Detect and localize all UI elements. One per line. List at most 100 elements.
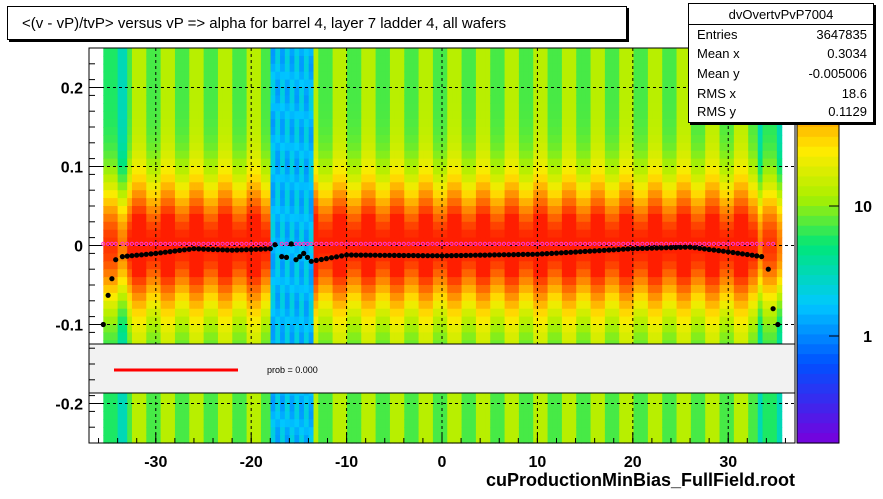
heatmap-cell <box>571 198 577 207</box>
heatmap-cell <box>552 411 558 420</box>
heatmap-cell <box>504 300 510 310</box>
heatmap-cell <box>265 277 272 286</box>
heatmap-cell <box>103 55 109 65</box>
heatmap-cell <box>308 127 315 136</box>
heatmap-cell <box>165 95 171 104</box>
heatmap-cell <box>222 285 229 294</box>
heatmap-cell <box>127 269 133 278</box>
heatmap-cell <box>327 111 334 120</box>
heatmap-cell <box>523 237 530 247</box>
heatmap-cell <box>237 198 243 207</box>
heatmap-cell <box>471 142 477 152</box>
heatmap-cell <box>547 300 553 310</box>
heatmap-cell <box>155 221 162 231</box>
heatmap-cell <box>518 419 525 428</box>
heatmap-cell <box>332 213 338 223</box>
heatmap-cell <box>318 221 324 231</box>
heatmap-cell <box>361 190 367 199</box>
heatmap-cell <box>270 174 276 183</box>
heatmap-cell <box>256 292 262 302</box>
heatmap-cell <box>160 79 167 89</box>
heatmap-cell <box>370 127 377 136</box>
heatmap-cell <box>490 403 496 412</box>
heatmap-cell <box>237 261 243 270</box>
heatmap-cell <box>208 190 214 199</box>
heatmap-cell <box>260 134 267 144</box>
heatmap-cell <box>485 182 491 191</box>
heatmap-cell <box>447 71 453 81</box>
heatmap-cell <box>380 206 386 215</box>
heatmap-cell <box>246 285 252 294</box>
heatmap-cell <box>131 87 138 96</box>
heatmap-cell <box>461 79 467 89</box>
heatmap-cell <box>533 206 539 215</box>
heatmap-cell <box>413 206 420 215</box>
heatmap-cell <box>356 150 362 160</box>
heatmap-cell <box>480 127 487 136</box>
heatmap-cell <box>332 63 338 73</box>
heatmap-cell <box>552 63 558 73</box>
heatmap-cell <box>327 48 334 57</box>
heatmap-cell <box>480 63 487 73</box>
heatmap-cell <box>165 419 171 428</box>
heatmap-cell <box>389 277 396 286</box>
heatmap-cell <box>217 119 224 128</box>
heatmap-cell <box>437 316 444 326</box>
heatmap-cell <box>151 316 157 326</box>
heatmap-cell <box>366 206 372 215</box>
heatmap-cell <box>241 229 248 239</box>
heatmap-cell <box>131 206 138 215</box>
heatmap-cell <box>146 134 152 144</box>
heatmap-cell <box>557 111 563 120</box>
heatmap-cell <box>337 166 343 175</box>
heatmap-cell <box>571 119 577 128</box>
heatmap-cell <box>251 261 257 270</box>
heatmap-cell <box>165 198 171 207</box>
heatmap-cell <box>452 166 458 175</box>
heatmap-cell <box>203 198 210 207</box>
heatmap-cell <box>318 174 324 183</box>
heatmap-cell <box>323 419 329 428</box>
heatmap-cell <box>103 103 109 112</box>
heatmap-cell <box>509 174 515 183</box>
heatmap-cell <box>456 261 463 270</box>
heatmap-cell <box>323 292 329 302</box>
heatmap-cell <box>227 206 233 215</box>
heatmap-cell <box>289 221 295 231</box>
heatmap-cell <box>275 103 281 112</box>
heatmap-cell <box>165 48 171 57</box>
heatmap-cell <box>571 332 577 341</box>
heatmap-cell <box>380 419 386 428</box>
heatmap-cell <box>437 427 444 436</box>
heatmap-cell <box>442 63 448 73</box>
heatmap-cell <box>528 111 534 120</box>
heatmap-cell <box>561 221 568 231</box>
heatmap-cell <box>160 221 167 231</box>
heatmap-cell <box>160 419 167 428</box>
heatmap-cell <box>246 63 252 73</box>
heatmap-cell <box>399 395 405 405</box>
heatmap-cell <box>318 324 324 333</box>
heatmap-cell <box>151 427 157 436</box>
heatmap-cell <box>385 292 391 302</box>
heatmap-cell <box>428 292 434 302</box>
heatmap-cell <box>394 411 401 420</box>
heatmap-cell <box>323 403 329 412</box>
heatmap-cell <box>127 419 133 428</box>
heatmap-cell <box>342 269 348 278</box>
heatmap-cell <box>366 63 372 73</box>
heatmap-cell <box>475 95 482 104</box>
heatmap-cell <box>461 190 467 199</box>
heatmap-cell <box>213 229 219 239</box>
heatmap-cell <box>203 435 210 444</box>
heatmap-cell <box>184 182 190 191</box>
heatmap-cell <box>174 285 181 294</box>
heatmap-cell <box>432 308 439 318</box>
heatmap-cell <box>409 269 415 278</box>
heatmap-cell <box>294 142 300 152</box>
heatmap-cell <box>136 332 143 341</box>
heatmap-cell <box>294 79 300 89</box>
heatmap-cell <box>456 411 463 420</box>
heatmap-cell <box>184 103 190 112</box>
heatmap-cell <box>308 316 315 326</box>
